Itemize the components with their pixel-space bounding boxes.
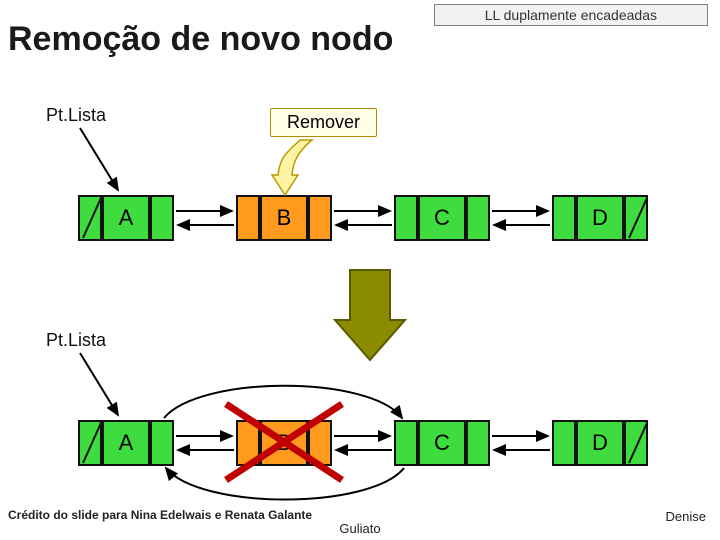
page-title: Remoção de novo nodo xyxy=(8,20,393,59)
ptr-next xyxy=(308,195,332,241)
ptr-next xyxy=(308,420,332,466)
ptr-next xyxy=(624,420,648,466)
node-value: B xyxy=(260,420,308,466)
header-tag: LL duplamente encadeadas xyxy=(434,4,708,26)
node-value: A xyxy=(102,420,150,466)
ptr-next xyxy=(624,195,648,241)
ptr-next xyxy=(466,420,490,466)
node-B-row2: B xyxy=(236,420,332,466)
remover-label: Remover xyxy=(270,108,377,137)
ptr-prev xyxy=(394,420,418,466)
author-right: Denise xyxy=(666,509,706,524)
ptr-next xyxy=(466,195,490,241)
ptr-next xyxy=(150,195,174,241)
ptr-prev xyxy=(552,195,576,241)
ptr-prev xyxy=(78,420,102,466)
ptlista-label-2: Pt.Lista xyxy=(46,330,106,351)
node-C-row2: C xyxy=(394,420,490,466)
node-value: D xyxy=(576,195,624,241)
node-A-row1: A xyxy=(78,195,174,241)
node-value: D xyxy=(576,420,624,466)
ptr-prev xyxy=(394,195,418,241)
node-D-row1: D xyxy=(552,195,648,241)
ptlista-label-1: Pt.Lista xyxy=(46,105,106,126)
node-value: B xyxy=(260,195,308,241)
ptr-prev xyxy=(552,420,576,466)
node-value: C xyxy=(418,420,466,466)
node-value: A xyxy=(102,195,150,241)
node-B-row1: B xyxy=(236,195,332,241)
ptr-prev xyxy=(78,195,102,241)
ptr-prev xyxy=(236,420,260,466)
node-C-row1: C xyxy=(394,195,490,241)
credit-text: Crédito do slide para Nina Edelwais e Re… xyxy=(8,508,312,522)
node-value: C xyxy=(418,195,466,241)
ptr-prev xyxy=(236,195,260,241)
ptr-next xyxy=(150,420,174,466)
author-bottom: Guliato xyxy=(339,521,380,536)
node-D-row2: D xyxy=(552,420,648,466)
node-A-row2: A xyxy=(78,420,174,466)
